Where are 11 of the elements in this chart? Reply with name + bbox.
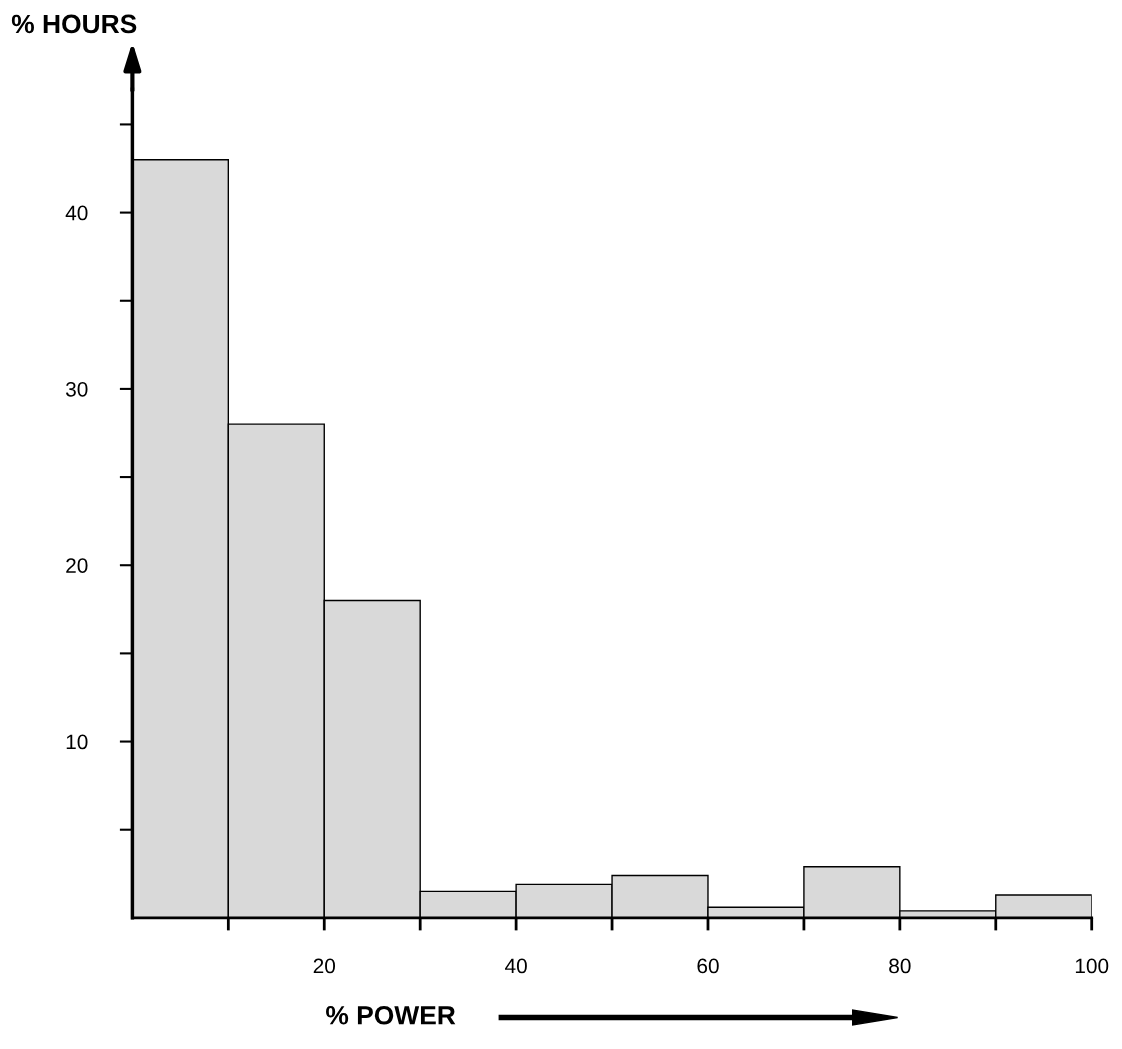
y-tick-label: 40: [65, 205, 88, 221]
x-tick-label: 40: [505, 958, 527, 974]
x-tick-label: 100: [1075, 958, 1109, 974]
y-tick-label: 10: [66, 734, 88, 750]
x-tick-label: 80: [889, 958, 911, 974]
y-tick-label: 30: [65, 381, 88, 397]
y-axis-title: % HOURS: [11, 14, 137, 34]
y-tick-label: 20: [66, 558, 88, 573]
x-axis-title: % POWER: [326, 1005, 456, 1025]
x-tick-label: 60: [697, 958, 719, 974]
x-tick-label: 20: [313, 958, 336, 974]
